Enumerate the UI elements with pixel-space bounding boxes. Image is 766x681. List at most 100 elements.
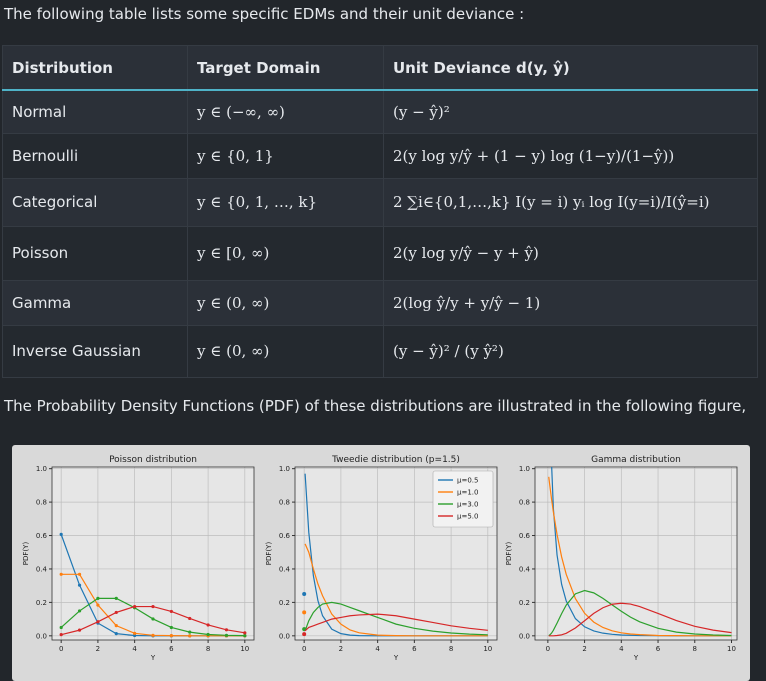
series-group — [548, 467, 732, 637]
axes-frame — [534, 466, 738, 641]
y-tick-label: 0.8 — [36, 499, 47, 507]
point — [188, 634, 192, 638]
table-cell: 2 ∑i∈{0,1,…,k} I(y = i) yᵢ log I(y=i)/I(… — [383, 177, 758, 227]
point — [206, 623, 210, 627]
x-tick-label: 4 — [375, 645, 380, 653]
point — [96, 603, 100, 607]
table-cell: Categorical — [2, 177, 188, 227]
column-header: Target Domain — [187, 45, 384, 91]
point — [59, 633, 63, 637]
x-tick-label: 6 — [656, 645, 661, 653]
x-tick-label: 2 — [96, 645, 100, 653]
point — [77, 609, 82, 613]
table-row: Normal y ∈ (−∞, ∞) (y − ŷ)² — [2, 89, 758, 134]
y-axis-label: PDF(Y) — [22, 542, 30, 566]
table-cell: Gamma — [2, 279, 188, 326]
plot-area — [535, 467, 737, 640]
intro-text: The following table lists some specific … — [4, 5, 525, 23]
y-tick-label: 1.0 — [279, 465, 290, 473]
point — [59, 532, 63, 536]
y-tick-label: 0.0 — [279, 632, 290, 640]
column-header: Unit Deviance d(y, ŷ) — [383, 45, 758, 91]
x-tick-label: 6 — [169, 645, 174, 653]
column-header: Distribution — [2, 45, 188, 91]
y-tick-label: 0.0 — [36, 632, 47, 640]
y-tick-label: 0.4 — [279, 565, 291, 573]
point — [77, 628, 82, 632]
point — [114, 596, 118, 600]
point — [151, 617, 155, 621]
y-tick-label: 1.0 — [519, 465, 530, 473]
y-tick-label: 0.6 — [36, 532, 48, 540]
header-row: Distribution Target Domain Unit Deviance d… — [2, 45, 758, 91]
y-tick-label: 0.0 — [519, 632, 530, 640]
point — [133, 631, 137, 635]
table-cell: y ∈ {0, 1} — [187, 132, 384, 179]
y-tick-label: 0.6 — [279, 532, 291, 540]
point — [243, 631, 247, 635]
x-tick-label: 2 — [339, 645, 343, 653]
axes-frame — [51, 466, 255, 641]
x-tick-label: 0 — [59, 645, 63, 653]
point — [188, 616, 192, 621]
x-tick-label: 6 — [412, 645, 417, 653]
y-tick-label: 0.8 — [279, 499, 290, 507]
series-group — [59, 532, 247, 638]
table-row: Poisson y ∈ [0, ∞) 2(y log y/ŷ − y + ŷ) — [2, 225, 758, 281]
y-tick-label: 0.2 — [519, 599, 530, 607]
table-row: Gamma y ∈ (0, ∞) 2(log ŷ/y + y/ŷ − 1) — [2, 279, 758, 326]
table-row: Categorical y ∈ {0, 1, …, k} 2 ∑i∈{0,1,…,k… — [2, 177, 758, 227]
figure: 0 2 4 6 8 10 0.0 0.2 0.4 0.6 0.8 1.0 Poisson distrib… — [12, 445, 750, 681]
zero-mass-point — [302, 610, 307, 615]
x-tick-label: 4 — [132, 645, 137, 653]
table-cell: y ∈ {0, 1, …, k} — [187, 177, 384, 227]
zero-mass-point — [302, 632, 307, 637]
point — [224, 628, 229, 632]
point — [133, 604, 137, 609]
series-line — [548, 602, 732, 637]
point — [169, 625, 173, 630]
table-cell: y ∈ (0, ∞) — [187, 279, 384, 326]
x-tick-label: 8 — [449, 645, 453, 653]
zero-mass-point — [302, 592, 307, 597]
table-cell: Inverse Gaussian — [2, 324, 188, 378]
x-tick-label: 0 — [546, 645, 550, 653]
point — [114, 624, 118, 628]
point — [59, 572, 63, 576]
legend-box — [432, 470, 494, 528]
legend-label: μ=1.0 — [457, 489, 478, 497]
point — [59, 625, 63, 630]
y-tick-label: 0.6 — [519, 532, 531, 540]
x-tick-label: 10 — [727, 645, 736, 653]
point — [151, 604, 155, 609]
y-axis-label: PDF(Y) — [265, 542, 273, 566]
x-tick-label: 8 — [206, 645, 210, 653]
y-tick-label: 0.4 — [519, 565, 531, 573]
table-body: Normal y ∈ (−∞, ∞) (y − ŷ)² Bernoulli y ∈ {0… — [2, 89, 758, 378]
plot-area — [52, 467, 254, 640]
table-cell: y ∈ [0, ∞) — [187, 225, 384, 281]
table-cell: (y − ŷ)² / (y ŷ²) — [383, 324, 758, 378]
series-line — [548, 589, 732, 637]
series-line — [304, 601, 488, 636]
axes-frame — [294, 466, 498, 641]
chart-title: Gamma distribution — [591, 455, 681, 465]
point — [96, 620, 100, 624]
table-cell: y ∈ (−∞, ∞) — [187, 89, 384, 134]
y-tick-label: 0.8 — [519, 499, 530, 507]
table-cell: 2(y log y/ŷ + (1 − y) log (1−y)/(1−ŷ)) — [383, 132, 758, 179]
x-axis-label: Y — [150, 654, 156, 662]
point — [224, 633, 229, 637]
x-tick-label: 2 — [582, 645, 586, 653]
point — [114, 632, 118, 636]
y-tick-label: 0.2 — [279, 599, 290, 607]
point — [77, 572, 82, 576]
point — [188, 630, 192, 634]
table-cell: (y − ŷ)² — [383, 89, 758, 134]
point — [169, 634, 173, 638]
point — [114, 610, 118, 615]
y-tick-label: 0.4 — [36, 565, 48, 573]
table-cell: Normal — [2, 89, 188, 134]
point — [96, 596, 100, 600]
